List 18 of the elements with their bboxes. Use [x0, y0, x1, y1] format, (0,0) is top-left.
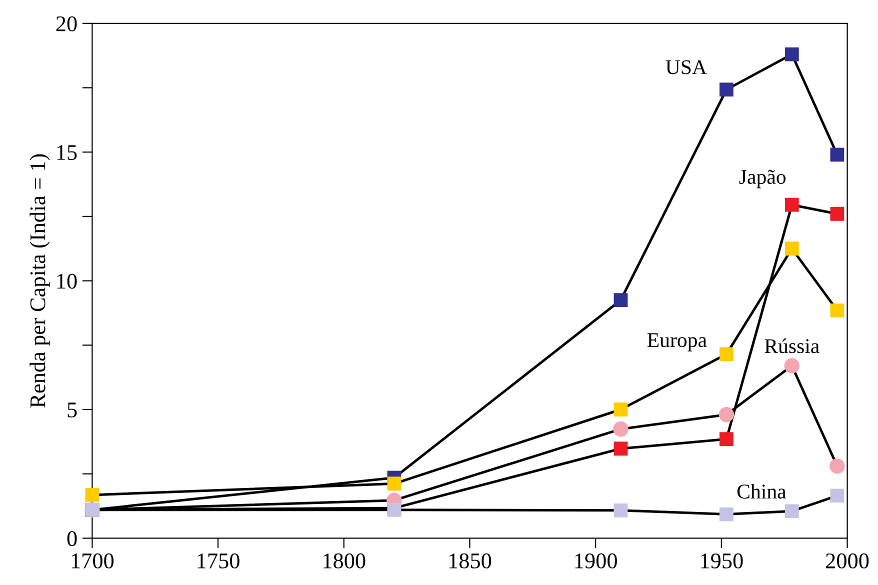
x-tick-label: 1750 [198, 553, 240, 568]
y-axis-title: Renda per Capita (India = 1) [30, 154, 50, 408]
y-tick-label: 15 [57, 145, 77, 160]
y-tick-label: 5 [68, 402, 77, 418]
x-tick-label: 1800 [324, 553, 366, 568]
x-tick-label: 1900 [575, 553, 617, 568]
x-tick-label: 2000 [826, 553, 869, 568]
y-tick-label: 10 [57, 274, 77, 289]
x-tick-label: 1700 [72, 553, 114, 568]
series-label: Japão [739, 170, 786, 188]
x-tick-label: 1850 [449, 553, 492, 568]
series-label: Rússia [764, 338, 820, 354]
y-tick-label: 0 [67, 531, 77, 546]
series-label: China [737, 484, 786, 499]
x-tick-label: 1950 [701, 553, 743, 568]
series-label: USA [666, 60, 707, 74]
y-tick-label: 20 [56, 16, 77, 32]
series-label: Europa [647, 333, 707, 352]
